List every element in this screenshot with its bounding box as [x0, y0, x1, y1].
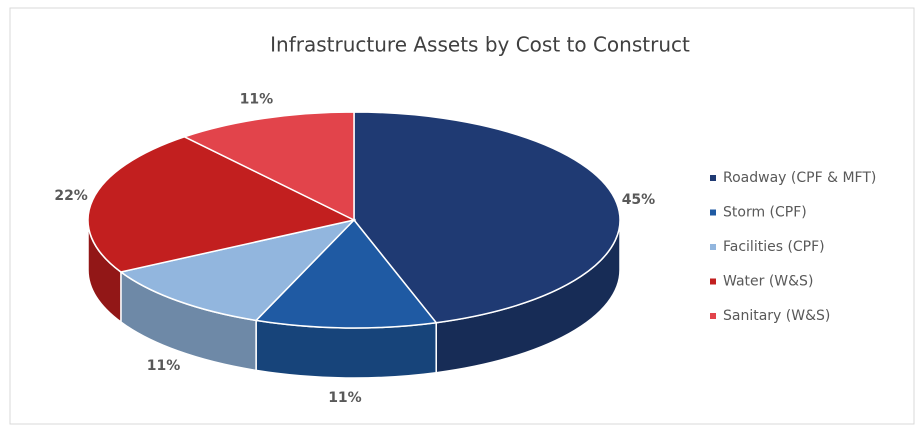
legend-label: Water (W&S) — [723, 274, 813, 290]
data-label: 11% — [240, 92, 274, 108]
pie-slice — [119, 218, 357, 322]
legend-label: Facilities (CPF) — [723, 239, 825, 255]
legend-swatch — [710, 278, 716, 285]
data-label: 22% — [54, 188, 88, 204]
data-label: 11% — [147, 358, 181, 374]
pie-slice — [254, 218, 438, 329]
pie-side — [255, 319, 437, 379]
pie-slice — [87, 135, 357, 273]
legend-label: Roadway (CPF & MFT) — [723, 170, 876, 186]
pie-slice — [353, 111, 621, 324]
legend-label: Storm (CPF) — [723, 205, 807, 221]
legend-swatch — [710, 209, 716, 216]
legend-swatch — [710, 244, 716, 250]
legend-swatch — [710, 175, 716, 181]
pie-slice — [182, 111, 355, 222]
legend-swatch — [710, 313, 716, 319]
data-label: 45% — [622, 192, 656, 208]
data-label: 11% — [328, 390, 362, 406]
chart-title: Infrastructure Assets by Cost to Constru… — [270, 33, 690, 57]
legend-label: Sanitary (W&S) — [723, 308, 830, 324]
